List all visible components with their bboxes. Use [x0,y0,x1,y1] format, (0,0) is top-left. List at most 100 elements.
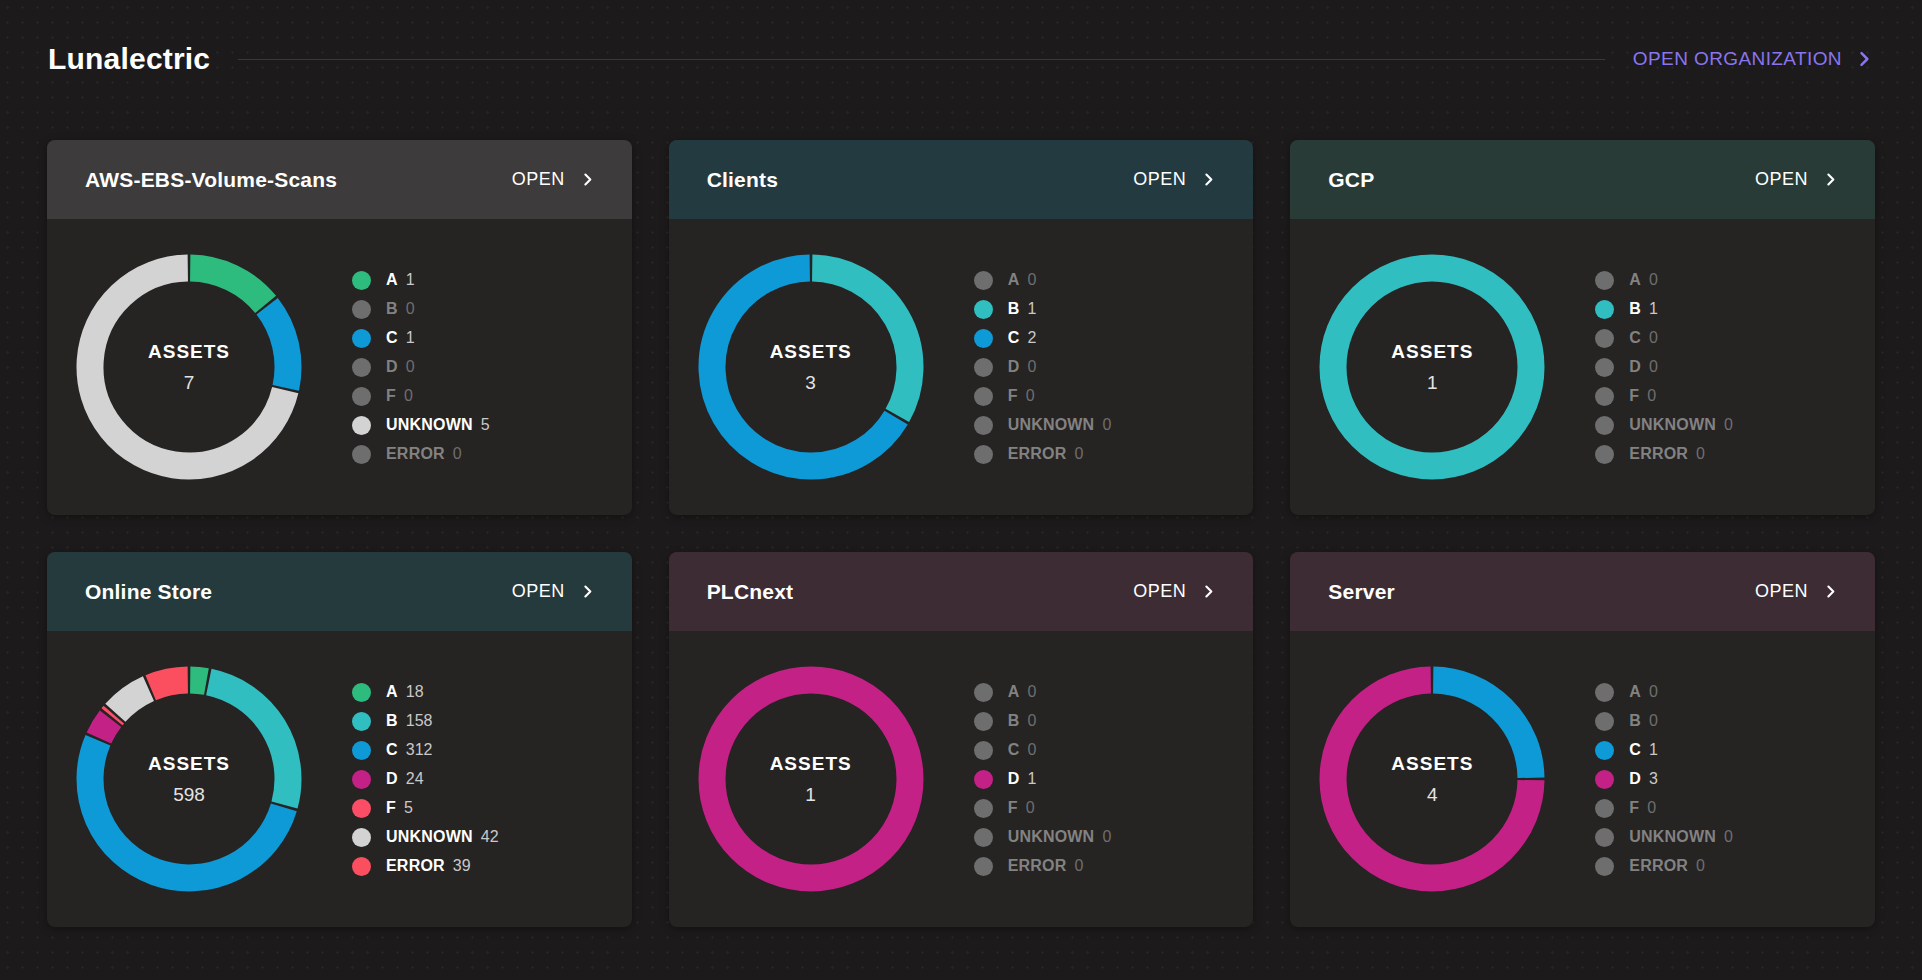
legend-row-b: B0 [352,295,490,324]
open-space-label: OPEN [512,169,565,190]
legend-dot-b-icon [1595,300,1614,319]
legend-dot-d-icon [1595,770,1614,789]
legend-grade-label: F [1629,387,1639,405]
legend-grade-value: 0 [1027,741,1036,759]
space-card-body: ASSETS3A0B1C2D0F0UNKNOWN0ERROR0 [669,219,1254,515]
legend-row-c: C312 [352,736,499,765]
legend-grade-value: 0 [1696,857,1705,875]
space-card-body: ASSETS7A1B0C1D0F0UNKNOWN5ERROR0 [47,219,632,515]
legend-row-d: D0 [974,353,1112,382]
space-card: PLCnextOPENASSETS1A0B0C0D1F0UNKNOWN0ERRO… [669,552,1254,927]
legend-grade-value: 18 [406,683,424,701]
legend-dot-unknown-icon [352,828,371,847]
legend-grade-value: 1 [1027,770,1036,788]
legend-dot-d-icon [974,358,993,377]
legend-grade-value: 0 [1649,358,1658,376]
open-organization-button[interactable]: OPEN ORGANIZATION [1633,48,1874,70]
grade-legend: A0B1C0D0F0UNKNOWN0ERROR0 [1595,266,1733,469]
legend-dot-a-icon [352,683,371,702]
legend-dot-f-icon [974,799,993,818]
legend-grade-value: 0 [1649,683,1658,701]
legend-grade-value: 0 [1649,329,1658,347]
legend-dot-unknown-icon [1595,416,1614,435]
legend-grade-value: 0 [1696,445,1705,463]
legend-dot-c-icon [352,741,371,760]
spaces-grid: AWS-EBS-Volume-ScansOPENASSETS7A1B0C1D0F… [47,140,1875,927]
assets-donut-chart[interactable]: ASSETS4 [1319,666,1545,892]
legend-grade-label: B [1008,300,1020,318]
legend-row-c: C0 [1595,324,1733,353]
grade-legend: A1B0C1D0F0UNKNOWN5ERROR0 [352,266,490,469]
legend-grade-label: A [1008,683,1020,701]
grade-legend: A0B0C1D3F0UNKNOWN0ERROR0 [1595,678,1733,881]
legend-grade-label: C [386,329,398,347]
legend-grade-label: UNKNOWN [1629,828,1716,846]
space-card-header: ServerOPEN [1290,552,1875,631]
open-space-button[interactable]: OPEN [1133,581,1217,602]
legend-grade-label: F [1008,387,1018,405]
legend-grade-label: UNKNOWN [1008,828,1095,846]
legend-dot-d-icon [1595,358,1614,377]
donut-segment-a [190,680,206,682]
chevron-right-icon [579,171,596,188]
legend-dot-d-icon [974,770,993,789]
open-space-button[interactable]: OPEN [512,169,596,190]
legend-grade-label: C [1008,741,1020,759]
legend-dot-d-icon [352,770,371,789]
legend-grade-label: UNKNOWN [1629,416,1716,434]
legend-grade-value: 1 [406,271,415,289]
legend-grade-value: 0 [1027,271,1036,289]
legend-grade-value: 0 [1026,799,1035,817]
legend-grade-label: A [1008,271,1020,289]
open-space-button[interactable]: OPEN [512,581,596,602]
donut-segment-b [209,682,288,805]
assets-donut-chart[interactable]: ASSETS1 [1319,254,1545,480]
legend-dot-a-icon [352,271,371,290]
legend-grade-label: D [1008,770,1020,788]
donut-segment-unknown [115,689,148,713]
legend-grade-value: 0 [453,445,462,463]
donut-segment-a [190,268,265,304]
legend-grade-value: 0 [1027,683,1036,701]
assets-donut-chart[interactable]: ASSETS3 [698,254,924,480]
grade-legend: A0B1C2D0F0UNKNOWN0ERROR0 [974,266,1112,469]
legend-dot-unknown-icon [352,416,371,435]
assets-donut-chart[interactable]: ASSETS7 [76,254,302,480]
legend-grade-value: 0 [1647,387,1656,405]
legend-grade-label: ERROR [386,445,445,463]
legend-dot-b-icon [974,712,993,731]
open-space-button[interactable]: OPEN [1133,169,1217,190]
space-card-header: AWS-EBS-Volume-ScansOPEN [47,140,632,219]
open-space-button[interactable]: OPEN [1755,169,1839,190]
legend-row-b: B1 [974,295,1112,324]
chevron-right-icon [579,583,596,600]
open-space-button[interactable]: OPEN [1755,581,1839,602]
legend-grade-label: C [1629,329,1641,347]
space-card: ServerOPENASSETS4A0B0C1D3F0UNKNOWN0ERROR… [1290,552,1875,927]
donut-segment-c [90,740,284,878]
legend-dot-unknown-icon [1595,828,1614,847]
space-card-body: ASSETS598A18B158C312D24F5UNKNOWN42ERROR3… [47,631,632,927]
legend-grade-value: 42 [481,828,499,846]
legend-row-unknown: UNKNOWN0 [1595,823,1733,852]
legend-row-a: A1 [352,266,490,295]
legend-dot-a-icon [1595,683,1614,702]
chevron-right-icon [1200,171,1217,188]
legend-dot-error-icon [974,857,993,876]
legend-grade-value: 1 [1649,741,1658,759]
space-card: Online StoreOPENASSETS598A18B158C312D24F… [47,552,632,927]
legend-grade-value: 0 [1647,799,1656,817]
space-card-header: ClientsOPEN [669,140,1254,219]
legend-dot-c-icon [974,741,993,760]
legend-grade-value: 2 [1027,329,1036,347]
legend-dot-unknown-icon [974,416,993,435]
space-card: GCPOPENASSETS1A0B1C0D0F0UNKNOWN0ERROR0 [1290,140,1875,515]
legend-grade-label: B [386,712,398,730]
assets-donut-chart[interactable]: ASSETS598 [76,666,302,892]
legend-row-unknown: UNKNOWN0 [1595,411,1733,440]
assets-donut-chart[interactable]: ASSETS1 [698,666,924,892]
space-card-header: Online StoreOPEN [47,552,632,631]
open-space-label: OPEN [1755,581,1808,602]
legend-dot-d-icon [352,358,371,377]
legend-dot-c-icon [352,329,371,348]
